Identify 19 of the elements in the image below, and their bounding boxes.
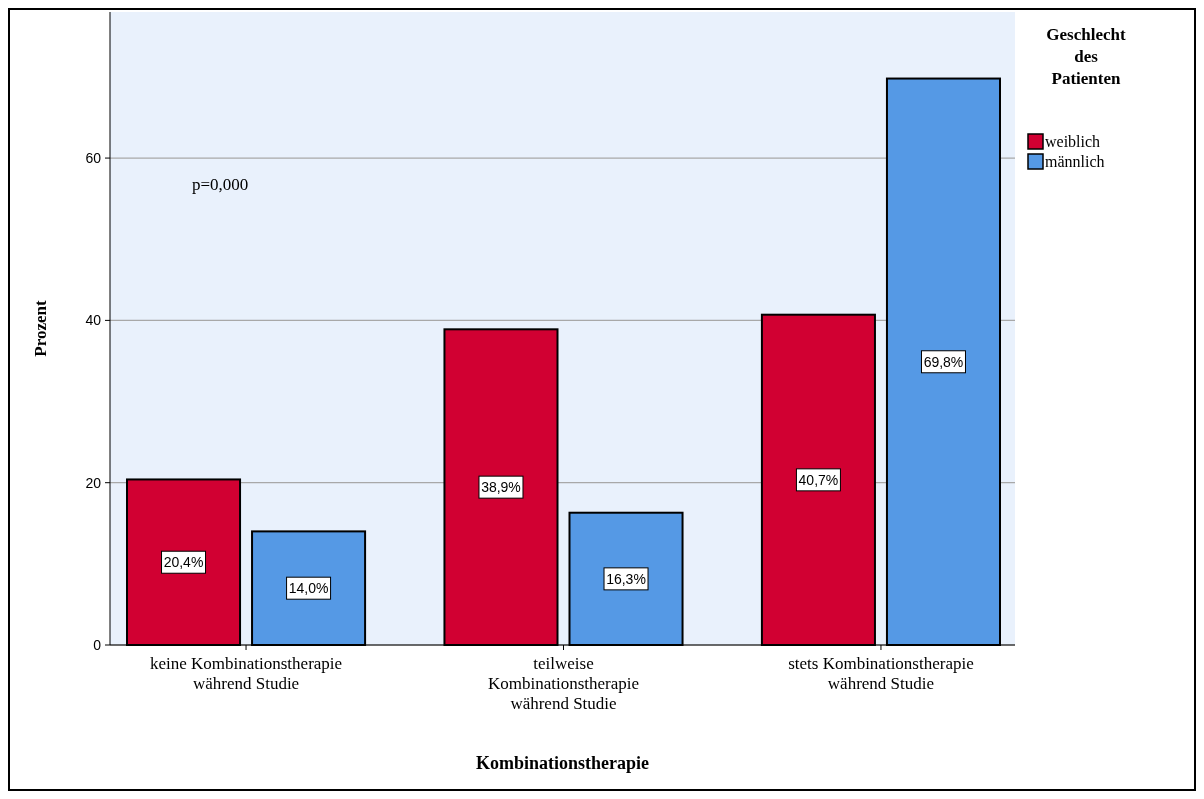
y-tick-label: 60 bbox=[85, 150, 102, 167]
y-axis-title: Prozent bbox=[31, 300, 50, 357]
x-axis-title: Kombinationstherapie bbox=[475, 753, 650, 773]
y-tick-label: 20 bbox=[85, 474, 102, 491]
legend-label: männlich bbox=[1045, 153, 1105, 170]
data-label: 16,3% bbox=[606, 570, 646, 587]
data-label: 14,0% bbox=[288, 580, 329, 597]
annotation: p=0,000 bbox=[192, 175, 249, 194]
data-label: 38,9% bbox=[481, 479, 521, 496]
legend-label: weiblich bbox=[1045, 133, 1101, 150]
data-label: 69,8% bbox=[923, 353, 964, 370]
data-label: 40,7% bbox=[798, 471, 839, 488]
data-label: 20,4% bbox=[163, 554, 204, 571]
x-tick-label: stets Kombinationstherapie während Studie bbox=[788, 654, 974, 693]
legend-title: Geschlecht des Patienten bbox=[1046, 25, 1126, 88]
y-tick-label: 0 bbox=[93, 637, 102, 653]
x-tick-label: keine Kombinationstherapie während Studie bbox=[149, 654, 343, 693]
x-tick-label: teilweise Kombinationstherapie während Studie bbox=[487, 654, 640, 713]
y-tick-label: 40 bbox=[85, 312, 102, 329]
